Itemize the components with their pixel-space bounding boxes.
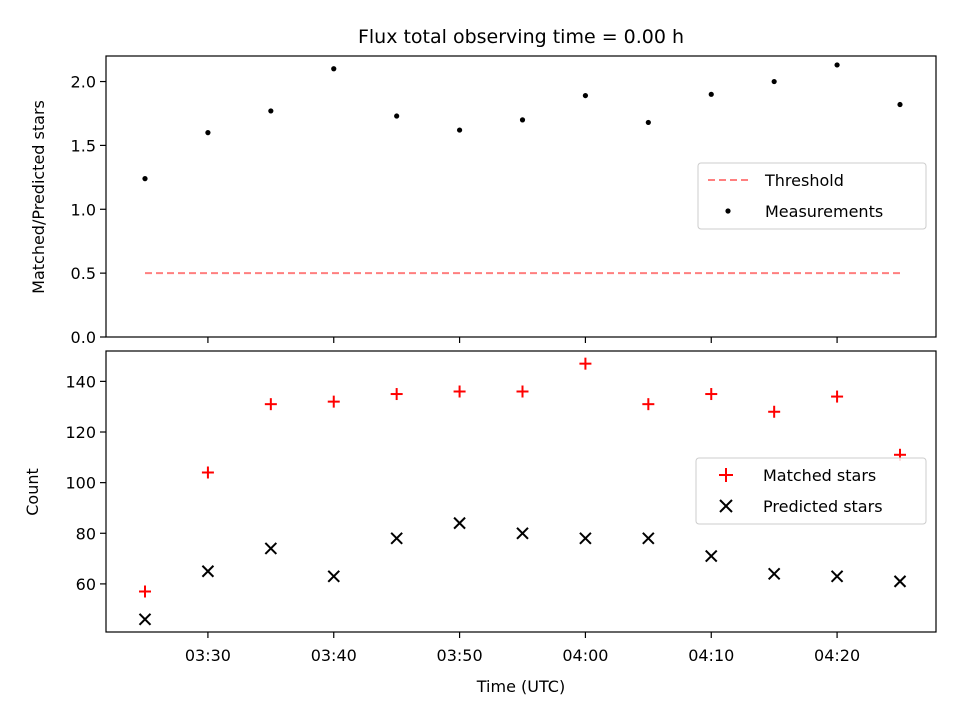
- predicted-stars-point: [579, 532, 592, 545]
- x-tick-label: 03:40: [311, 646, 357, 665]
- matched-stars-legend-label: Matched stars: [763, 466, 876, 485]
- predicted-stars-point: [453, 516, 466, 530]
- measurements-point: [897, 101, 903, 108]
- measurements-point: [456, 127, 463, 133]
- bottom-y-tick-label: 140: [65, 372, 96, 391]
- predicted-stars-point: [390, 532, 403, 545]
- matched-stars-point: [201, 466, 214, 479]
- predicted-stars-point: [264, 542, 278, 555]
- matched-stars-point: [516, 385, 529, 398]
- measurements-legend-label: Measurements: [765, 202, 883, 221]
- bottom-y-tick-label: 60: [76, 575, 96, 594]
- measurements-point: [205, 130, 211, 136]
- top-plot-area: [105, 55, 937, 338]
- top-legend: Threshold Measurements: [697, 162, 927, 230]
- matched-stars-point: [768, 405, 781, 418]
- threshold-legend-label: Threshold: [764, 171, 844, 190]
- x-tick-label: 04:00: [562, 646, 608, 665]
- predicted-stars-point: [830, 570, 844, 583]
- bottom-series-layer: [138, 357, 907, 626]
- measurements-point: [394, 113, 400, 119]
- bottom-y-axis-label: Count: [23, 468, 42, 516]
- predicted-stars-point: [138, 613, 152, 626]
- bottom-y-tick-label: 100: [65, 474, 96, 493]
- matched-stars-point: [327, 395, 340, 408]
- bottom-legend-frame: [695, 457, 927, 525]
- matched-stars-point: [453, 385, 466, 398]
- matched-stars-point: [390, 388, 403, 401]
- measurements-point: [331, 66, 337, 72]
- bottom-y-tick-label: 80: [76, 524, 96, 543]
- predicted-stars-point: [767, 567, 781, 580]
- bottom-x-axis: 03:30 03:40 03:50 04:00 04:10 04:20: [185, 632, 860, 665]
- top-panel: 0.00.51.01.52.0 Matched/Predicted stars …: [29, 55, 937, 347]
- top-y-tick-label: 0.5: [71, 264, 96, 283]
- chart-title: Flux total observing time = 0.00 h: [358, 26, 684, 48]
- measurements-point: [582, 92, 589, 99]
- x-tick-label: 03:30: [185, 646, 231, 665]
- measurements-point: [645, 119, 651, 126]
- matched-stars-point: [642, 398, 655, 411]
- measurements-point: [268, 108, 274, 114]
- matched-stars-point: [264, 398, 277, 411]
- measurements-point: [519, 117, 526, 123]
- predicted-stars-point: [201, 565, 215, 578]
- matched-stars-point: [139, 585, 151, 598]
- bottom-plot-area: [105, 350, 937, 633]
- predicted-stars-legend-swatch: [719, 499, 733, 513]
- predicted-stars-point: [516, 527, 529, 540]
- predicted-stars-point: [642, 532, 655, 545]
- x-tick-label: 04:20: [814, 646, 860, 665]
- predicted-stars-point: [705, 549, 718, 563]
- measurements-point: [142, 176, 148, 182]
- top-y-tick-label: 1.5: [71, 136, 96, 155]
- matched-stars-point: [705, 388, 718, 401]
- predicted-stars-point: [327, 570, 340, 583]
- top-series-layer: [142, 62, 903, 275]
- matched-stars-point: [579, 357, 592, 370]
- top-y-tick-label: 0.0: [71, 328, 96, 347]
- top-y-tick-label: 1.0: [71, 200, 96, 219]
- top-y-tick-label: 2.0: [71, 73, 96, 92]
- bottom-legend: Matched stars Predicted stars: [695, 457, 927, 525]
- x-axis-label: Time (UTC): [476, 677, 565, 696]
- top-x-ticks: [207, 337, 838, 343]
- measurements-point: [834, 62, 840, 68]
- measurements-legend-swatch: [725, 208, 731, 214]
- measurements-point: [771, 78, 777, 85]
- x-tick-label: 04:10: [688, 646, 734, 665]
- predicted-stars-legend-label: Predicted stars: [763, 497, 883, 516]
- top-y-axis-label: Matched/Predicted stars: [29, 100, 48, 294]
- matched-stars-point: [831, 390, 844, 403]
- bottom-y-axis: 60 80 100 120 140: [65, 372, 106, 594]
- top-legend-frame: [697, 162, 927, 230]
- measurements-point: [708, 91, 714, 97]
- predicted-stars-point: [893, 575, 907, 588]
- matched-stars-legend-swatch: [719, 468, 733, 482]
- x-tick-label: 03:50: [437, 646, 483, 665]
- bottom-y-tick-label: 120: [65, 423, 96, 442]
- top-y-axis: 0.0 0.5 1.0 1.5 2.0: [71, 73, 106, 347]
